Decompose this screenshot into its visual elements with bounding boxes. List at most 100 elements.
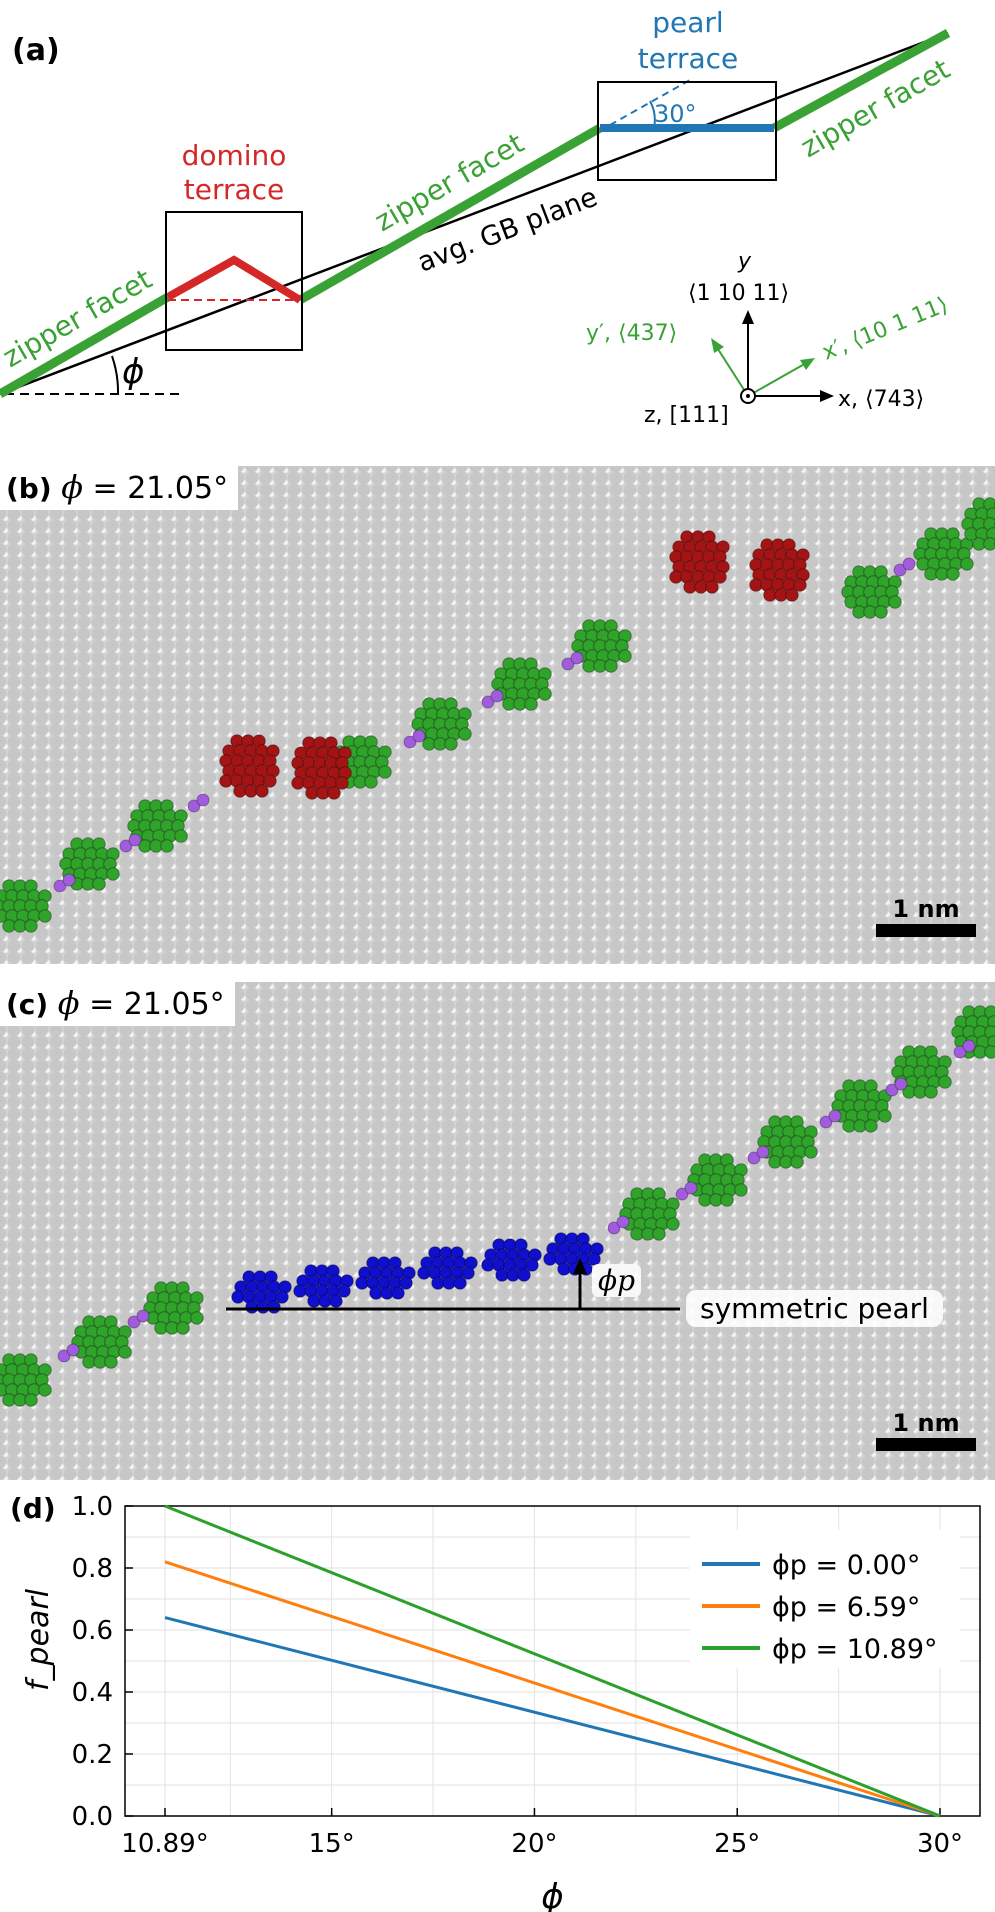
y-tick-label: 0.4 [72, 1678, 113, 1708]
domino-label-line1: domino [182, 139, 287, 172]
zipper-atom-cluster [831, 1079, 892, 1133]
phi-arc [111, 355, 120, 395]
zipper-atom-cluster [961, 497, 995, 551]
pearl-label-line1: pearl [652, 6, 723, 39]
plot-frame [124, 1505, 981, 1817]
legend-label-1: ϕp = 6.59° [772, 1592, 920, 1623]
panel-c-scale-bar: 1 nm [876, 1410, 976, 1451]
pearl-box [597, 81, 777, 181]
x-tick-label: 20° [511, 1829, 557, 1859]
panel-a-label: (a) [12, 33, 60, 68]
zipper-atom-cluster [913, 527, 974, 581]
zipper-atom-cluster [143, 1281, 204, 1335]
panel-c-label: (c) [6, 988, 49, 1021]
series-line-0 [164, 1616, 941, 1818]
zipper-atom-cluster [571, 619, 632, 673]
domino-label-line2: terrace [184, 173, 285, 206]
legend-label-2: ϕp = 10.89° [772, 1634, 938, 1665]
y-tick-label: 0.2 [72, 1740, 113, 1770]
purple-atom-pair [561, 651, 584, 671]
purple-atom-pair [119, 833, 142, 853]
zipper-atom-cluster [891, 1045, 952, 1099]
domino-terrace-shape [166, 255, 303, 304]
coordinate-axes [711, 310, 834, 404]
angle-30-label: 30° [654, 100, 697, 128]
panel-c-simulation: (c) ϕ = 21.05° ϕp symmetric pearl 1 nm [0, 982, 995, 1480]
pearl-angle-arc [649, 100, 656, 129]
panel-b-scale-label: 1 nm [892, 895, 960, 923]
purple-atom-pair [885, 1077, 908, 1097]
x-tick-label: 10.89° [121, 1829, 208, 1859]
x-tick-label: 30° [917, 1829, 963, 1859]
symmetric-pearl-label: symmetric pearl [686, 1290, 943, 1327]
y-tick-label: 0.6 [72, 1616, 113, 1646]
panel-c-atoms [0, 982, 995, 1480]
purple-atom-pair [747, 1145, 770, 1165]
pearl-atom-cluster [417, 1246, 478, 1290]
purple-atom-pair [187, 793, 210, 813]
phi-p-arrowhead [573, 1258, 587, 1274]
phi-symbol: ϕ [122, 352, 144, 392]
series-line-1 [164, 1560, 941, 1818]
panel-b-label: (b) [6, 472, 52, 505]
zipper-facet-1 [0, 293, 171, 398]
purple-atom-pair [481, 689, 504, 709]
zipper-atom-cluster [411, 697, 472, 751]
y-prime-axis-label: y′, ⟨437⟩ [586, 321, 677, 346]
x-axis-label: x, ⟨743⟩ [838, 387, 924, 412]
panel-b-scale-line [876, 924, 976, 937]
panel-c-phi-value: = 21.05° [79, 987, 225, 1022]
zipper-atom-cluster [0, 879, 52, 933]
z-axis-label: z, [111] [644, 403, 729, 428]
purple-atom-pair [607, 1215, 630, 1235]
zipper-atom-cluster [757, 1115, 818, 1169]
panel-d-chart: (d) 0.0 0.2 0.4 0.6 0.8 1.0 10.89° 15° 20° 25° 30°… [10, 1492, 981, 1912]
zipper-atom-cluster [687, 1153, 748, 1207]
panel-c-phi-symbol: ϕ [57, 984, 80, 1022]
panel-b-phi-value: = 21.05° [83, 471, 229, 506]
panel-d-label: (d) [10, 1492, 56, 1525]
y-axis-name: y [737, 249, 752, 274]
zipper-facet-3 [771, 29, 951, 132]
panel-c-scale-line [876, 1438, 976, 1451]
pearl-label-line2: terrace [638, 42, 739, 75]
purple-atom-pair [57, 1343, 80, 1363]
purple-atom-pair [403, 729, 426, 749]
zipper-atom-cluster [951, 1005, 995, 1059]
y-tick-label: 0.8 [72, 1554, 113, 1584]
x-tick-label: 25° [714, 1829, 760, 1859]
panel-b-scale-bar: 1 nm [876, 896, 976, 937]
pearl-atom-cluster [481, 1238, 542, 1282]
zipper-atom-cluster [619, 1187, 680, 1241]
panel-a: (a) ϕ 30° domino terrace pearl terrace z… [0, 0, 995, 460]
pearl-30-dashed-line [609, 79, 691, 126]
zipper-atom-cluster [0, 1353, 52, 1407]
y-axis-label: f_pearl [21, 1588, 56, 1691]
purple-atom-pair [893, 557, 916, 577]
pearl-atom-cluster [293, 1264, 354, 1308]
legend-box [690, 1530, 960, 1668]
panel-d: (d) 0.0 0.2 0.4 0.6 0.8 1.0 10.89° 15° 20° 25° 30°… [0, 1488, 995, 1912]
purple-atom-pair [127, 1309, 150, 1329]
purple-atom-pair [819, 1109, 842, 1129]
panel-b-phi-tag: (b) ϕ = 21.05° [0, 466, 239, 510]
phi-p-label: ϕp [592, 1264, 642, 1297]
series-line-2 [164, 1504, 941, 1818]
purple-atom-pair [53, 873, 76, 893]
domino-atom-cluster [219, 734, 280, 798]
zipper-atom-cluster [59, 837, 120, 891]
panel-c-scale-label: 1 nm [892, 1409, 960, 1437]
zipper-facet-2 [297, 124, 603, 304]
y-tick-label: 1.0 [72, 1492, 113, 1522]
x-axis-label: ϕ [541, 1877, 563, 1912]
zipper-atom-cluster [127, 799, 188, 853]
zipper-atom-cluster [841, 565, 902, 619]
panel-b-phi-symbol: ϕ [61, 468, 83, 506]
domino-atom-cluster [291, 736, 352, 800]
x-tick-label: 15° [309, 1829, 355, 1859]
x-prime-axis-label: x′, ⟨10 1 11⟩ [819, 293, 952, 366]
panel-b-atoms [0, 466, 995, 964]
avg-gb-plane-line [0, 31, 949, 396]
panel-c-phi-tag: (c) ϕ = 21.05° [0, 982, 235, 1026]
pearl-atom-cluster [355, 1256, 416, 1300]
